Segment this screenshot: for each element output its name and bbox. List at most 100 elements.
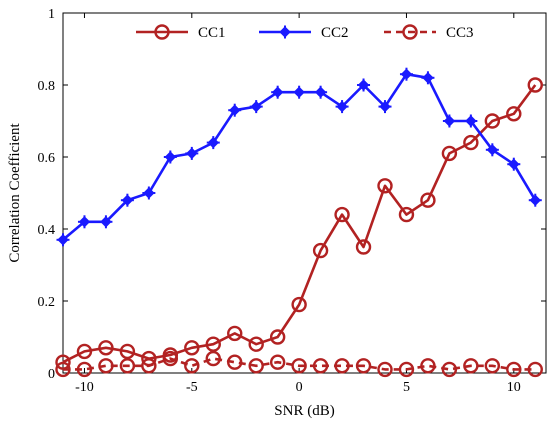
legend-marker-cc2 — [278, 25, 292, 39]
series-layer — [55, 67, 543, 378]
data-point-cc1 — [162, 347, 179, 363]
data-point-cc1 — [269, 329, 286, 345]
data-point-cc2 — [335, 100, 349, 114]
x-tick-label: -5 — [186, 380, 198, 395]
data-point-cc1 — [291, 296, 307, 313]
data-point-cc2 — [357, 78, 371, 92]
data-point-cc2 — [507, 157, 521, 171]
data-point-cc3 — [55, 361, 71, 378]
data-point-cc1 — [227, 325, 243, 342]
y-tick-label: 0.8 — [38, 79, 56, 94]
data-point-cc1 — [248, 336, 264, 352]
data-point-cc1 — [205, 336, 221, 352]
data-point-cc2 — [249, 100, 263, 114]
y-tick-label: 0.6 — [38, 151, 56, 166]
data-point-cc3 — [227, 354, 243, 370]
data-point-cc3 — [377, 361, 393, 378]
data-point-cc2 — [464, 114, 478, 128]
legend-marker-cc3 — [402, 24, 418, 40]
series-cc2 — [56, 67, 542, 247]
tick-labels: -10 -5 0 5 10 0 0.2 0.4 0.6 0.8 1 — [38, 7, 521, 395]
data-point-cc1 — [463, 134, 479, 151]
y-axis-label: Correlation Coefficient — [7, 123, 23, 263]
data-point-cc1 — [484, 113, 501, 129]
data-point-cc3 — [184, 358, 200, 374]
data-point-cc1 — [76, 343, 93, 360]
data-point-cc3 — [312, 358, 329, 374]
y-tick-label: 0.2 — [38, 295, 56, 310]
data-point-cc1 — [355, 239, 372, 255]
data-point-cc2 — [314, 85, 328, 99]
data-point-cc1 — [506, 106, 522, 122]
data-point-cc2 — [163, 150, 177, 164]
data-point-cc2 — [120, 193, 134, 207]
data-point-cc3 — [291, 358, 307, 374]
x-tick-label: 0 — [296, 380, 303, 395]
data-point-cc2 — [99, 215, 113, 229]
plot-frame — [62, 12, 547, 374]
data-point-cc1 — [98, 340, 114, 356]
plot-border — [62, 12, 547, 374]
data-point-cc3 — [269, 354, 286, 370]
data-point-cc1 — [55, 354, 71, 370]
data-point-cc1 — [334, 206, 350, 223]
data-point-cc2 — [77, 215, 91, 229]
legend-item-cc2: CC2 — [259, 25, 349, 41]
x-tick-label: 5 — [403, 380, 410, 395]
data-point-cc2 — [206, 136, 220, 150]
data-point-cc1 — [184, 340, 200, 356]
data-point-cc3 — [506, 361, 522, 378]
data-point-cc2 — [271, 85, 285, 99]
x-axis-label: SNR (dB) — [274, 403, 334, 419]
series-cc1 — [55, 77, 543, 370]
x-tick-label: -10 — [75, 380, 94, 395]
data-point-cc3 — [420, 358, 436, 374]
data-point-cc2 — [485, 143, 499, 157]
series-line-cc1 — [62, 84, 537, 364]
legend-marker-cc1 — [154, 24, 170, 40]
data-point-cc2 — [399, 67, 413, 81]
data-point-cc2 — [292, 85, 306, 99]
data-point-cc2 — [228, 103, 242, 117]
data-point-cc3 — [119, 358, 136, 374]
y-tick-label: 0 — [48, 367, 55, 382]
legend-item-cc3: CC3 — [384, 24, 474, 41]
data-point-cc3 — [205, 350, 221, 367]
data-point-cc2 — [142, 186, 156, 200]
data-point-cc3 — [484, 358, 501, 374]
data-point-cc3 — [76, 361, 93, 378]
data-point-cc1 — [420, 192, 436, 208]
data-point-cc3 — [398, 361, 415, 378]
data-point-cc1 — [377, 178, 393, 194]
series-cc3 — [55, 350, 543, 378]
data-point-cc1 — [441, 145, 458, 162]
data-point-cc2 — [378, 100, 392, 114]
data-point-cc3 — [355, 358, 372, 374]
data-point-cc3 — [463, 358, 479, 374]
legend: CC1 CC2 CC3 — [136, 24, 474, 41]
data-point-cc1 — [398, 206, 415, 223]
y-tick-label: 0.4 — [38, 223, 56, 238]
data-point-cc1 — [141, 350, 157, 367]
data-point-cc2 — [528, 193, 542, 207]
y-tick-label: 1 — [48, 7, 55, 22]
x-tick-label: 10 — [507, 380, 521, 395]
data-point-cc2 — [442, 114, 456, 128]
data-point-cc3 — [98, 358, 114, 374]
legend-label-cc1: CC1 — [198, 25, 226, 41]
data-point-cc2 — [421, 71, 435, 85]
data-point-cc1 — [312, 242, 329, 259]
data-point-cc1 — [119, 343, 136, 360]
data-point-cc3 — [248, 358, 264, 374]
data-point-cc1 — [527, 77, 543, 93]
legend-label-cc2: CC2 — [321, 25, 349, 41]
data-point-cc2 — [185, 146, 199, 160]
legend-item-cc1: CC1 — [136, 24, 226, 41]
legend-label-cc3: CC3 — [446, 25, 474, 41]
data-point-cc3 — [527, 361, 543, 378]
data-point-cc2 — [56, 233, 70, 247]
data-point-cc3 — [334, 358, 350, 374]
data-point-cc3 — [441, 361, 458, 378]
